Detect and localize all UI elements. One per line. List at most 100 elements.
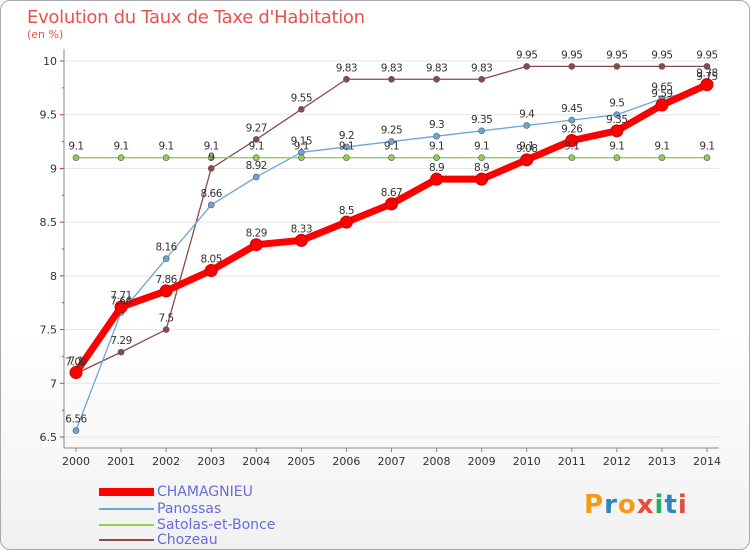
data-label: 7.71 [110,290,131,302]
data-point [207,201,215,209]
data-point [252,136,260,143]
data-label: 9.83 [471,62,492,74]
x-tick-label: 2014 [693,455,721,468]
logo-letter: x [636,490,655,520]
data-label: 8.29 [246,228,267,240]
data-point [343,154,350,161]
data-label: 8.5 [339,205,354,217]
data-label: 9.2 [339,130,354,142]
logo-letter: i [654,490,665,520]
data-point [204,263,218,277]
data-label: 9.75 [696,71,717,83]
data-label: 9.1 [339,141,354,153]
logo-letter: P [584,490,605,520]
data-point [703,154,711,161]
data-point [658,63,666,70]
data-point [478,75,485,83]
data-point [249,238,263,252]
data-point [72,427,80,434]
data-label: 7.09 [65,357,86,369]
data-point [568,116,576,124]
legend-swatch-panossas [99,508,154,510]
data-label: 9.27 [246,122,267,134]
data-point [388,75,395,83]
data-label: 8.9 [429,162,444,174]
data-label: 9.35 [471,114,492,126]
x-tick-label: 2004 [242,455,270,468]
data-point [343,143,350,151]
data-label: 8.05 [201,253,222,265]
logo-letter: i [677,490,688,520]
y-tick-label: 8.5 [40,216,58,229]
data-point [343,75,350,83]
data-label: 9.1 [249,141,264,153]
legend-label-satolas-et-bonce: Satolas-et-Bonce [157,517,276,533]
data-label: 9.59 [651,88,672,100]
data-point [159,284,173,298]
data-label: 9.1 [519,141,534,153]
data-point [72,154,80,161]
y-tick-label: 7.5 [40,324,58,337]
legend-label-chamagnieu: CHAMAGNIEU [157,484,253,500]
data-label: 9.1 [113,141,128,153]
data-label: 9 [208,151,214,163]
data-label: 7.1 [68,356,83,368]
data-label: 9.83 [336,62,357,74]
x-tick-label: 2011 [558,455,586,468]
data-label: 9.65 [651,82,672,94]
data-label: 9.25 [381,125,402,137]
data-label: 8.66 [201,188,223,200]
data-point [433,132,440,140]
data-point [207,154,215,161]
data-label: 9.1 [68,141,83,153]
logo-letter: t [664,490,678,520]
data-label: 7.66 [110,295,132,307]
data-label: 9.3 [429,119,444,131]
data-point [385,197,398,211]
data-point [523,63,531,70]
data-label: 9.35 [606,114,627,126]
data-label: 9.26 [561,123,583,135]
data-point [298,106,305,113]
x-tick-label: 2009 [468,455,496,468]
data-label: 8.92 [246,160,267,172]
data-point [475,172,489,186]
data-point [117,348,125,356]
data-label: 9.95 [696,49,717,61]
data-label: 9.45 [561,103,582,115]
data-point [565,133,579,147]
data-point [69,366,83,380]
data-label: 9.1 [204,141,219,153]
x-tick-label: 2012 [603,455,631,468]
x-tick-label: 2008 [423,455,451,468]
legend-swatch-satolas-et-bonce [99,524,154,526]
data-point [613,154,621,161]
logo-letter: o [617,490,637,520]
data-point [430,172,444,186]
data-label: 9.1 [429,141,444,153]
data-label: 9.1 [384,141,399,153]
data-label: 9.1 [564,141,579,153]
data-point [568,63,576,70]
legend-label-panossas: Panossas [157,501,222,517]
data-label: 6.56 [65,414,87,426]
data-label: 7.29 [110,335,131,347]
data-point [207,165,215,172]
data-point [658,154,666,161]
data-point [433,154,440,161]
series-line-chozeau [75,65,707,375]
data-point [520,153,534,167]
data-point [478,127,485,135]
data-label: 9.95 [516,49,537,61]
data-label: 7.86 [155,274,177,286]
data-point [162,255,170,262]
data-label: 9.95 [651,49,672,61]
data-label: 9.1 [699,141,714,153]
logo-letter: r [604,490,618,520]
data-label: 8.67 [381,187,402,199]
data-point [252,154,260,161]
x-tick-label: 2005 [287,455,315,468]
y-tick-label: 6.5 [40,431,58,444]
